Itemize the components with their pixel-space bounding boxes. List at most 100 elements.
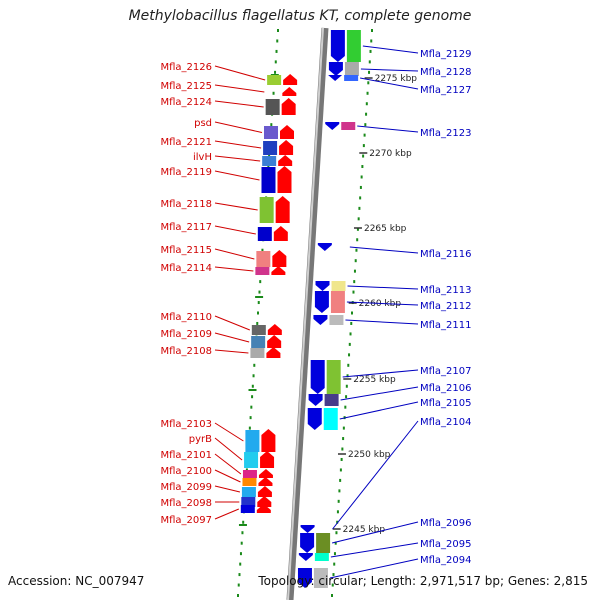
dotted-track-left [238,573,241,577]
right-gene-label: Mfla_2095 [420,539,472,550]
gene-arrow-forward [277,166,292,193]
right-gene-label: Mfla_2107 [420,366,472,377]
left-gene-label: Mfla_2126 [160,62,212,73]
left-gene-label: Mfla_2097 [160,515,212,526]
accession-label: Accession: NC_007947 [8,574,145,588]
dotted-track-left [274,70,277,74]
kbp-label: 2245 kbp [343,525,386,535]
gene-box-right [344,75,359,81]
right-leader-line [339,401,419,420]
dotted-track-left [253,363,256,367]
dotted-track-left [241,531,244,535]
dotted-track-right [350,321,353,325]
gene-box-left [241,487,256,497]
left-leader-line [214,248,255,260]
dotted-track-left [258,290,261,294]
left-gene-label: Mfla_2121 [160,137,212,148]
dotted-track-right [360,175,363,179]
gene-arrow-forward [273,226,288,241]
gene-arrow-reverse [328,75,343,81]
dotted-track-left [237,583,240,587]
gene-arrow-forward [260,451,275,468]
dotted-track-left [274,60,277,64]
dotted-track-right [337,499,340,503]
left-gene-label: Mfla_2098 [160,498,212,509]
left-leader-line [214,332,250,343]
gene-box-left [251,325,266,335]
gene-box-left [245,430,260,452]
gene-arrow-reverse [330,30,345,62]
dotted-track-right [346,374,349,378]
dotted-track-right [354,259,357,263]
dotted-track-right [338,489,341,493]
gene-arrow-forward [257,496,272,507]
gene-box-left [265,99,280,115]
gene-arrow-forward [267,324,282,335]
left-gene-label: Mfla_2109 [160,329,212,340]
left-leader-line [214,84,265,93]
left-gene-label: Mfla_2110 [160,312,212,323]
gene-arrow-forward [283,74,298,85]
gene-box-left [256,251,271,267]
dotted-track-left [257,311,259,315]
gene-arrow-reverse [300,525,315,533]
dotted-track-right [333,562,336,566]
gene-arrow-forward [266,347,281,358]
gene-box-right [344,62,359,76]
left-gene-label: Mfla_2117 [160,222,212,233]
gene-arrow-forward [280,125,295,139]
dotted-track-right [362,144,365,148]
dotted-track-right [339,478,342,482]
right-leader-line [349,246,419,254]
left-gene-label: pyrB [189,434,212,445]
dotted-track-left [272,91,275,95]
dotted-track-left [249,416,252,420]
right-leader-line [360,68,419,72]
gene-arrow-reverse [307,408,322,430]
dotted-track-right [345,384,348,388]
left-leader-line [214,65,266,81]
dotted-track-right [359,196,362,200]
kbp-label: 2275 kbp [375,74,418,84]
gene-box-left [257,227,272,241]
dotted-track-left [275,49,278,53]
dotted-track-right [369,49,372,53]
gene-arrow-reverse [315,281,330,291]
gene-arrow-forward [256,504,271,513]
right-gene-label: Mfla_2116 [420,249,472,260]
gene-box-right [313,568,328,588]
dotted-track-right [348,342,351,346]
dotted-track-right [353,280,356,284]
gene-box-left [267,75,282,85]
gene-arrow-reverse [325,122,340,130]
gene-box-left [259,197,274,223]
kbp-label: 2250 kbp [348,450,391,460]
right-leader-line [345,319,419,325]
gene-arrow-reverse [317,243,332,251]
dotted-track-right [342,437,345,441]
dotted-track-right [333,552,336,556]
left-gene-label: Mfla_2124 [160,97,212,108]
dotted-track-left [276,39,279,43]
left-gene-label: Mfla_2103 [160,419,212,430]
dotted-track-right [365,102,368,106]
gene-box-right [331,281,346,291]
dotted-track-right [345,395,348,399]
dotted-track-left [267,165,270,169]
gene-box-right [341,122,356,130]
gene-arrow-reverse [310,360,325,394]
right-leader-line [347,285,419,290]
gene-arrow-reverse [298,553,313,561]
left-gene-label: psd [194,118,212,129]
left-leader-line [214,349,249,354]
gene-arrow-forward [258,469,273,478]
dotted-track-left [257,301,260,305]
left-gene-label: Mfla_2118 [160,199,212,210]
gene-arrow-forward [279,140,294,155]
kbp-label: 2270 kbp [369,149,412,159]
dotted-track-right [356,238,359,242]
dotted-track-right [331,594,333,597]
right-leader-line [342,369,419,378]
dotted-track-left [239,562,242,566]
left-leader-line [214,422,244,442]
